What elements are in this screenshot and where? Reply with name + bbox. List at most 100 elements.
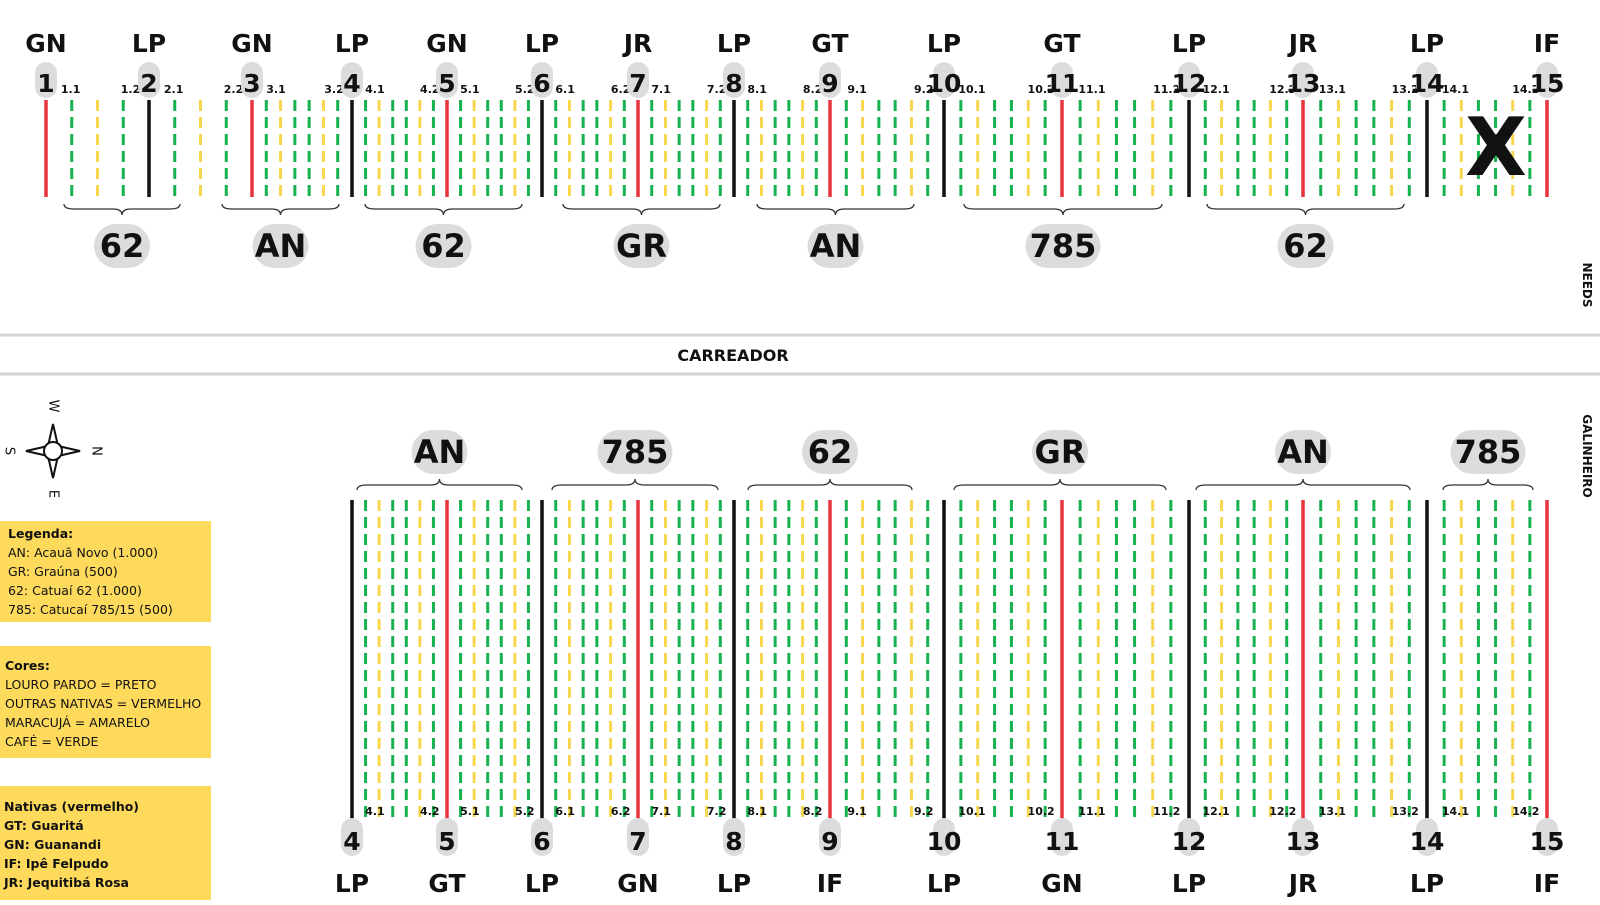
marker-number: 8 [725,827,742,856]
sub-label: 6.1 [555,805,575,818]
marker-label: JR [1287,29,1318,58]
number-bubble [723,818,745,856]
marker-label: LP [525,29,559,58]
natives-title: Nativas (vermelho) [4,799,140,814]
sub-label: 8.1 [747,805,767,818]
sub-label: 9.1 [847,805,867,818]
sub-label: 10.2 [1028,83,1055,96]
marker-number: 2 [140,69,157,98]
marker-number: 4 [343,69,360,98]
marker-label: GN [231,29,272,58]
sub-label: 2.1 [164,83,184,96]
number-bubble [35,62,57,98]
number-bubble [436,818,458,856]
compass-n: N [89,446,104,456]
marker-number: 9 [821,69,838,98]
sub-label: 5.2 [515,83,535,96]
top-section: 1.1 1.2 2.1 2.2 3.1 3.2 4.1 4.2 5.1 5.2 6.1 6.2 7.1 7… [25,29,1564,268]
group-brace [756,203,915,216]
marker-label: LP [335,869,369,898]
group-brace [963,203,1163,216]
marker-number: 12 [1172,69,1207,98]
natives-item: JR: Jequitibá Rosa [4,875,129,890]
group-brace [364,203,523,216]
marker-label: GT [1043,29,1080,58]
marker-label: LP [1172,29,1206,58]
marker-label: IF [1534,869,1560,898]
marker-number: 11 [1045,827,1080,856]
group-bubble [613,224,670,268]
marker-label: IF [1534,29,1560,58]
legend-title: Legenda: [8,526,74,541]
number-bubble [1178,818,1200,856]
sub-label: 6.2 [611,805,631,818]
group-bubble [807,224,864,268]
excluded-x-mark: X [1465,101,1527,194]
group-brace [1442,478,1534,491]
group-brace [747,478,913,491]
number-bubble [138,62,160,98]
group-label: 785 [1455,433,1522,471]
sub-label: 6.1 [555,83,575,96]
sub-label: 10.1 [958,805,985,818]
legend-item: GR: Graúna (500) [8,564,118,579]
marker-number: 13 [1286,69,1321,98]
group-brace [1206,203,1405,216]
group-label: AN [810,227,862,265]
sub-label: 9.1 [847,83,867,96]
sub-label: 12.1 [1203,805,1230,818]
group-brace [953,478,1167,491]
sub-label: 4.1 [365,83,385,96]
sub-label: 3.1 [266,83,286,96]
marker-number: 5 [438,69,455,98]
legend-box: Legenda: AN: Acauã Novo (1.000) GR: Graú… [0,521,211,622]
marker-label: JR [622,29,653,58]
compass-center [43,441,63,461]
colors-title: Cores: [5,658,50,673]
marker-number: 3 [243,69,260,98]
sub-label: 10.1 [958,83,985,96]
group-label: AN [255,227,307,265]
marker-number: 7 [629,69,646,98]
legend-item: 785: Catucaí 785/15 (500) [8,602,173,617]
sub-label: 8.2 [803,805,823,818]
marker-number: 10 [927,827,962,856]
sub-label: 6.2 [611,83,631,96]
marker-number: 14 [1410,69,1445,98]
compass-rose: W N E S [2,400,104,499]
sub-label: 14.1 [1442,805,1469,818]
marker-number: 1 [37,69,54,98]
marker-label: GT [428,869,465,898]
colors-item: MARACUJÁ = AMARELO [5,715,150,730]
group-bubble [1277,224,1334,268]
marker-number: 15 [1530,827,1565,856]
marker-number: 13 [1286,827,1321,856]
marker-label: LP [927,869,961,898]
marker-label: LP [1410,29,1444,58]
sub-label: 5.2 [515,805,535,818]
road-label: CARREADOR [677,346,788,365]
number-bubble [1178,62,1200,98]
marker-number: 12 [1172,827,1207,856]
group-label: AN [1277,433,1329,471]
group-brace [1195,478,1411,491]
number-bubble [1416,62,1438,98]
sub-label: 13.2 [1392,805,1419,818]
sub-label: 14.2 [1512,805,1539,818]
sub-label: 13.2 [1392,83,1419,96]
group-label: 62 [1283,227,1328,265]
sub-label: 12.2 [1269,83,1296,96]
sub-label: 2.2 [224,83,244,96]
marker-label: GN [426,29,467,58]
marker-number: 5 [438,827,455,856]
side-label-top: NEEDS [1580,262,1594,307]
group-bubble [94,224,150,268]
marker-number: 6 [533,827,550,856]
group-label: 785 [602,433,669,471]
colors-item: LOURO PARDO = PRETO [5,677,157,692]
number-bubble [531,62,553,98]
sub-label: 4.1 [365,805,385,818]
sub-label: 4.2 [420,805,440,818]
marker-label: LP [1172,869,1206,898]
